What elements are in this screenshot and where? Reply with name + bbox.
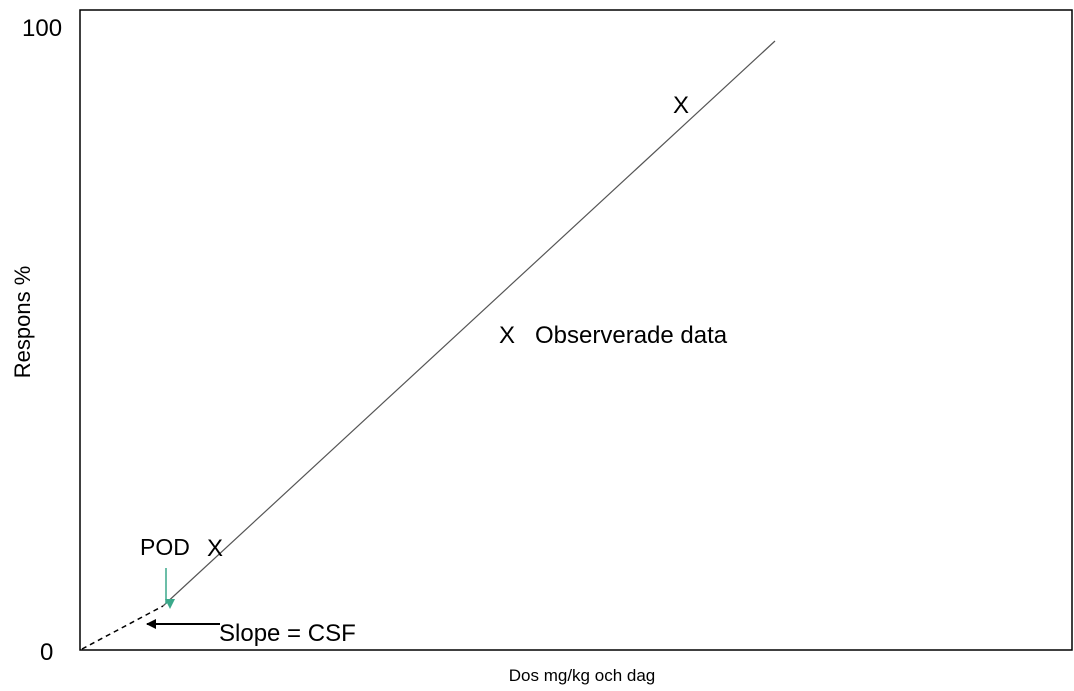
extrapolation-line [81,605,164,650]
y-tick-100: 100 [22,15,62,42]
x-axis-label: Dos mg/kg och dag [509,666,655,685]
y-axis-label: Respons % [10,266,35,379]
fitted-line [162,40,776,607]
legend-label: Observerade data [535,322,728,349]
pod-label: POD [140,534,190,560]
y-tick-0: 0 [40,639,53,666]
data-point-marker-low: X [207,535,223,562]
plot-frame [79,9,1073,651]
slope-label: Slope = CSF [219,620,356,647]
legend-marker: X [499,322,515,349]
data-point-marker-high: X [673,92,689,119]
